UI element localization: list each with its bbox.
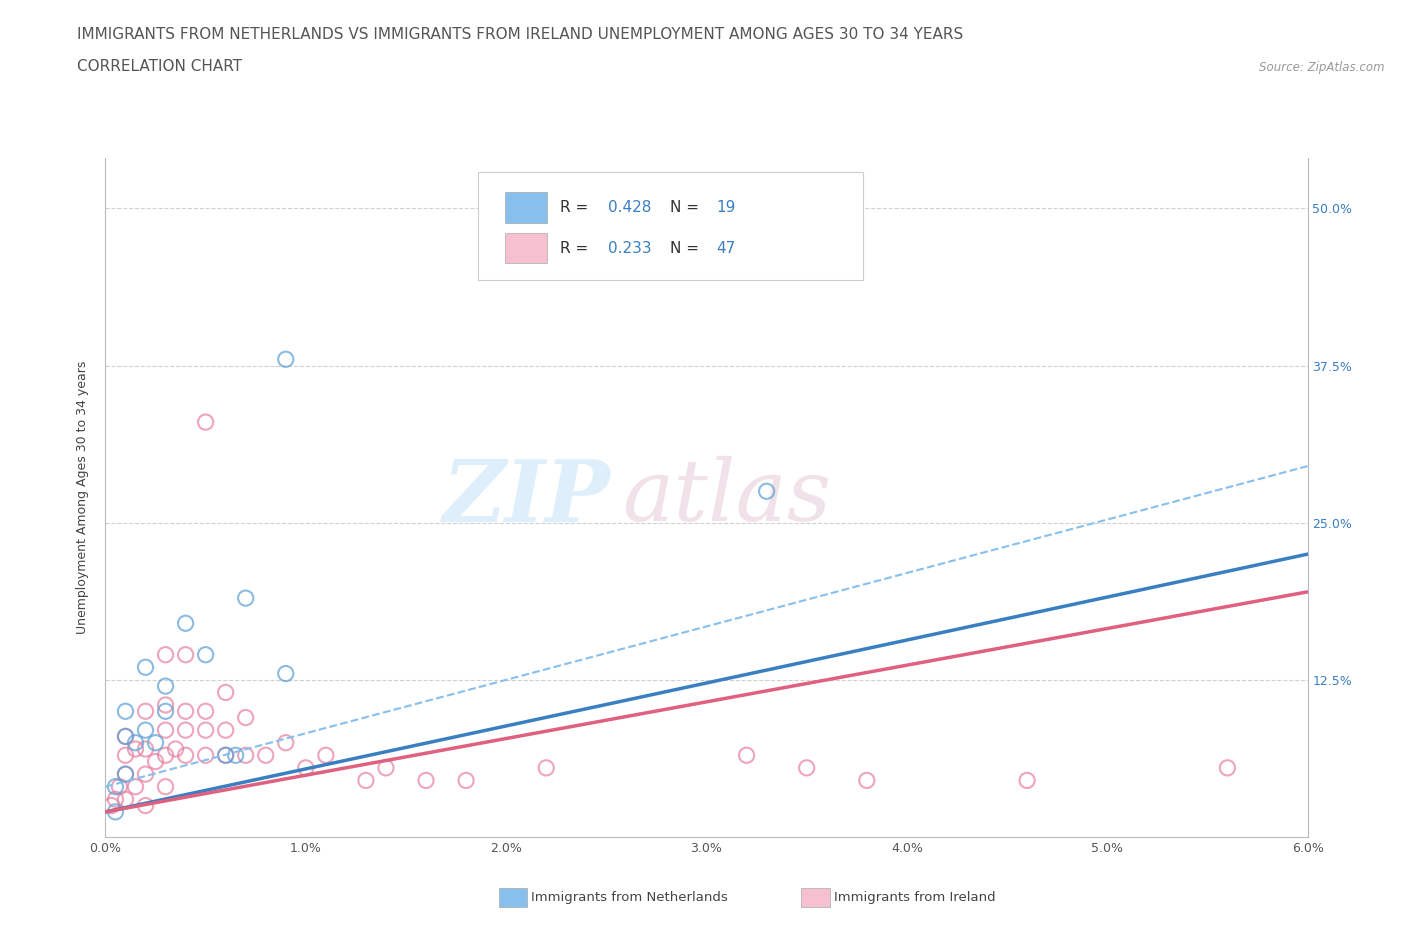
Point: [415, 773, 437, 788]
Point: [104, 791, 127, 806]
Point: [214, 723, 236, 737]
Point: [135, 660, 157, 675]
Text: 0.233: 0.233: [607, 241, 651, 256]
Point: [174, 704, 197, 719]
Point: [295, 761, 318, 776]
Text: ZIP: ZIP: [443, 456, 610, 539]
Point: [124, 779, 146, 794]
Point: [194, 647, 217, 662]
FancyBboxPatch shape: [478, 172, 863, 280]
Point: [235, 591, 257, 605]
Point: [135, 766, 157, 781]
FancyBboxPatch shape: [505, 232, 547, 263]
Text: R =: R =: [560, 241, 593, 256]
Point: [114, 766, 136, 781]
Point: [114, 766, 136, 781]
Point: [108, 779, 131, 794]
Text: 19: 19: [716, 200, 735, 215]
Text: IMMIGRANTS FROM NETHERLANDS VS IMMIGRANTS FROM IRELAND UNEMPLOYMENT AMONG AGES 3: IMMIGRANTS FROM NETHERLANDS VS IMMIGRANT…: [77, 27, 963, 42]
Point: [114, 729, 136, 744]
Point: [114, 748, 136, 763]
Point: [155, 647, 177, 662]
Point: [100, 798, 122, 813]
Point: [194, 748, 217, 763]
Text: N =: N =: [671, 241, 704, 256]
Point: [855, 773, 877, 788]
Point: [155, 698, 177, 712]
Text: R =: R =: [560, 200, 593, 215]
Point: [354, 773, 377, 788]
Point: [174, 647, 197, 662]
Point: [214, 748, 236, 763]
Point: [114, 729, 136, 744]
Point: [174, 723, 197, 737]
Point: [315, 748, 337, 763]
Point: [124, 741, 146, 756]
Point: [1216, 761, 1239, 776]
Point: [104, 804, 127, 819]
Text: Immigrants from Ireland: Immigrants from Ireland: [834, 891, 995, 904]
Point: [274, 736, 297, 751]
Point: [214, 748, 236, 763]
Point: [104, 779, 127, 794]
Point: [194, 415, 217, 430]
Point: [274, 666, 297, 681]
Point: [254, 748, 277, 763]
Point: [274, 352, 297, 366]
Text: N =: N =: [671, 200, 704, 215]
Point: [534, 761, 557, 776]
Point: [174, 616, 197, 631]
Text: CORRELATION CHART: CORRELATION CHART: [77, 60, 242, 74]
Text: Source: ZipAtlas.com: Source: ZipAtlas.com: [1260, 61, 1385, 74]
Point: [194, 704, 217, 719]
Text: 47: 47: [716, 241, 735, 256]
FancyBboxPatch shape: [505, 193, 547, 222]
Point: [145, 736, 167, 751]
Point: [214, 685, 236, 700]
Point: [155, 748, 177, 763]
Point: [135, 723, 157, 737]
Point: [135, 741, 157, 756]
Point: [155, 723, 177, 737]
Point: [155, 679, 177, 694]
Point: [165, 741, 187, 756]
Text: atlas: atlas: [623, 457, 831, 538]
Point: [796, 761, 818, 776]
Point: [135, 704, 157, 719]
Point: [155, 704, 177, 719]
Point: [755, 484, 778, 498]
Text: 0.428: 0.428: [607, 200, 651, 215]
Y-axis label: Unemployment Among Ages 30 to 34 years: Unemployment Among Ages 30 to 34 years: [76, 361, 90, 634]
Point: [145, 754, 167, 769]
Point: [235, 711, 257, 725]
Point: [374, 761, 398, 776]
Point: [735, 748, 758, 763]
Text: Immigrants from Netherlands: Immigrants from Netherlands: [531, 891, 728, 904]
Point: [124, 736, 146, 751]
Point: [194, 723, 217, 737]
Point: [135, 798, 157, 813]
Point: [174, 748, 197, 763]
Point: [454, 773, 477, 788]
Point: [155, 779, 177, 794]
Point: [114, 704, 136, 719]
Point: [114, 791, 136, 806]
Point: [1017, 773, 1039, 788]
Point: [225, 748, 247, 763]
Point: [235, 748, 257, 763]
